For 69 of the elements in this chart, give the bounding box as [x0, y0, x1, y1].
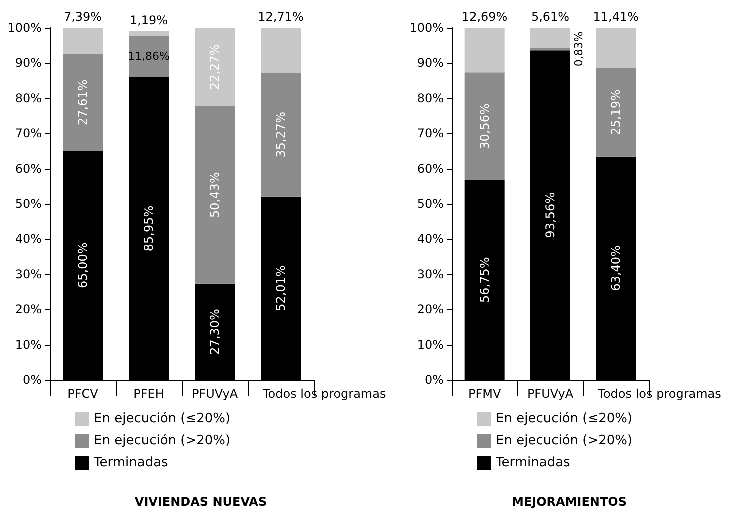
- y-tick-label: 30%: [417, 267, 444, 282]
- bar: [261, 72, 301, 197]
- x-tick-label: PFEH: [134, 387, 164, 401]
- bar: [261, 28, 301, 73]
- y-tick-label: 0%: [424, 373, 444, 387]
- y-tick-label: 50%: [15, 197, 42, 211]
- data-label: 12,71%: [258, 10, 304, 24]
- y-tick-label: 80%: [15, 91, 42, 106]
- data-label: 12,69%: [462, 10, 508, 24]
- y-tick-label: 60%: [15, 162, 42, 176]
- y-tick-label: 40%: [417, 232, 444, 246]
- bar: [464, 28, 505, 73]
- y-tick-label: 20%: [15, 302, 42, 317]
- bar: [464, 72, 505, 180]
- data-label: 5,61%: [531, 10, 570, 24]
- y-tick-label: 100%: [410, 21, 444, 35]
- y-tick-label: 90%: [417, 56, 444, 70]
- legend-label: Terminadas: [93, 456, 169, 470]
- data-label: 7,39%: [64, 10, 102, 24]
- data-label: 35,27%: [274, 112, 288, 158]
- legend-label: En ejecución (>20%): [496, 434, 633, 448]
- x-tick-label: PFUVyA: [527, 387, 574, 401]
- y-tick-label: 30%: [15, 267, 42, 282]
- x-tick-label: PFCV: [68, 387, 100, 401]
- data-label: 25,19%: [609, 90, 624, 136]
- data-label: 30,56%: [478, 104, 492, 150]
- data-label: 1,19%: [130, 14, 168, 28]
- bar: [63, 28, 103, 54]
- data-label: 27,30%: [208, 309, 222, 355]
- y-tick-label: 40%: [15, 232, 42, 246]
- text: MEJORAMIENTOS: [512, 495, 628, 509]
- y-tick-label: 80%: [417, 91, 444, 106]
- data-label: 65,00%: [76, 242, 90, 288]
- data-label: 52,01%: [274, 266, 288, 312]
- x-tick-label: Todos los programas: [262, 387, 386, 401]
- y-tick-label: 0%: [22, 373, 42, 387]
- y-tick-label: 70%: [15, 126, 42, 141]
- y-tick-label: 50%: [417, 197, 444, 211]
- x-tick-label: Todos los programas: [597, 387, 722, 401]
- data-label: 50,43%: [208, 172, 222, 218]
- bar: [195, 28, 235, 106]
- legend-label: En ejecución (≤20%): [94, 412, 231, 426]
- text: VIVIENDAS NUEVAS: [134, 495, 268, 509]
- x-tick-label: PFMV: [468, 387, 502, 401]
- y-tick-label: 60%: [417, 162, 444, 176]
- data-label: 0,83%: [572, 32, 586, 67]
- data-label: 56,75%: [478, 257, 492, 304]
- y-tick-label: 10%: [15, 338, 42, 352]
- x-tick-label: PFUVyA: [192, 387, 239, 401]
- data-label: 11,41%: [593, 10, 640, 24]
- y-tick-label: 10%: [417, 338, 444, 352]
- bar: [530, 48, 570, 51]
- bar: [129, 32, 169, 36]
- bar: [530, 28, 570, 48]
- y-tick-label: 70%: [417, 126, 444, 141]
- bar: [596, 28, 636, 68]
- data-label: 27,61%: [76, 80, 90, 126]
- bar: [63, 54, 103, 152]
- data-label: 85,95%: [142, 206, 156, 252]
- bar: [596, 68, 636, 157]
- bar: [195, 106, 235, 284]
- y-tick-label: 20%: [417, 302, 444, 317]
- data-label: 93,56%: [544, 192, 558, 238]
- legend-label: Terminadas: [495, 456, 571, 470]
- y-tick-label: 100%: [8, 21, 42, 35]
- data-label: 63,40%: [609, 246, 624, 292]
- y-tick-label: 90%: [15, 56, 42, 70]
- legend-label: En ejecución (>20%): [94, 434, 231, 448]
- legend-label: En ejecución (≤20%): [496, 412, 633, 426]
